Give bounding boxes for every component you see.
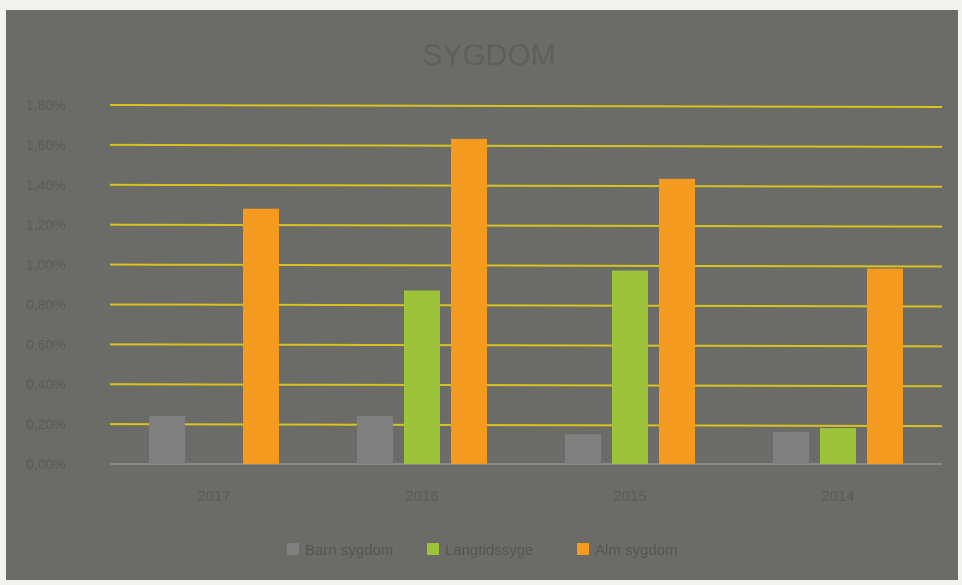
bar-alm-sygdom-2016 [451,138,487,464]
y-tick-label: 0,60% [26,336,66,352]
bar-langtidssyge-2015 [612,270,648,464]
bar-barn-sygdom-2014 [773,432,809,464]
y-tick-label: 0,40% [26,376,66,392]
gridline [109,263,943,268]
x-category-label: 2014 [821,488,854,505]
bar-alm-sygdom-2015 [659,178,695,465]
gridline [109,423,943,428]
gridline [109,383,943,388]
y-tick-label: 1,20% [26,217,66,233]
bar-barn-sygdom-2015 [565,434,601,464]
legend-swatch [287,543,299,555]
bar-barn-sygdom-2017 [149,416,185,464]
x-axis-categories: 2017 2016 2015 2014 [197,488,854,505]
y-axis-ticks: 0,00% 0,20% 0,40% 0,60% 0,80% 1,00% 1,20% 1,40%… [26,97,66,472]
y-tick-label: 0,80% [26,296,66,312]
x-category-label: 2016 [405,488,438,505]
legend-label: Langtidssyge [445,542,533,559]
x-category-label: 2015 [613,488,646,505]
bar-langtidssyge-2016 [404,290,440,464]
bar-alm-sygdom-2017 [243,208,279,464]
legend-swatch [577,543,589,555]
gridline [109,143,943,148]
bar-alm-sygdom-2014 [867,268,903,464]
bars [149,138,903,465]
legend: Barn sygdom Langtidssyge Alm sygdom [287,542,678,559]
bar-langtidssyge-2014 [820,428,856,464]
gridline [109,223,943,228]
y-tick-label: 0,00% [26,456,66,472]
y-tick-label: 1,40% [26,177,66,193]
x-category-label: 2017 [197,488,230,505]
gridline [109,303,943,308]
gridlines [109,104,943,465]
chart-title: SYGDOM [422,39,555,72]
bar-barn-sygdom-2016 [357,416,393,464]
gridline [109,104,943,108]
bar-chart: SYGDOM 0,00% 0,20% 0,40% 0,60% 0,80% 1,00% 1,2… [26,39,943,559]
y-tick-label: 1,60% [26,137,66,153]
chart-area: SYGDOM 0,00% 0,20% 0,40% 0,60% 0,80% 1,00% 1,2… [6,10,958,580]
legend-swatch [427,543,439,555]
gridline [109,183,943,188]
y-tick-label: 1,80% [26,97,66,113]
legend-label: Alm sygdom [595,542,678,559]
y-tick-label: 1,00% [26,257,66,273]
legend-label: Barn sygdom [305,542,393,559]
gridline [109,343,943,348]
y-tick-label: 0,20% [26,416,66,432]
